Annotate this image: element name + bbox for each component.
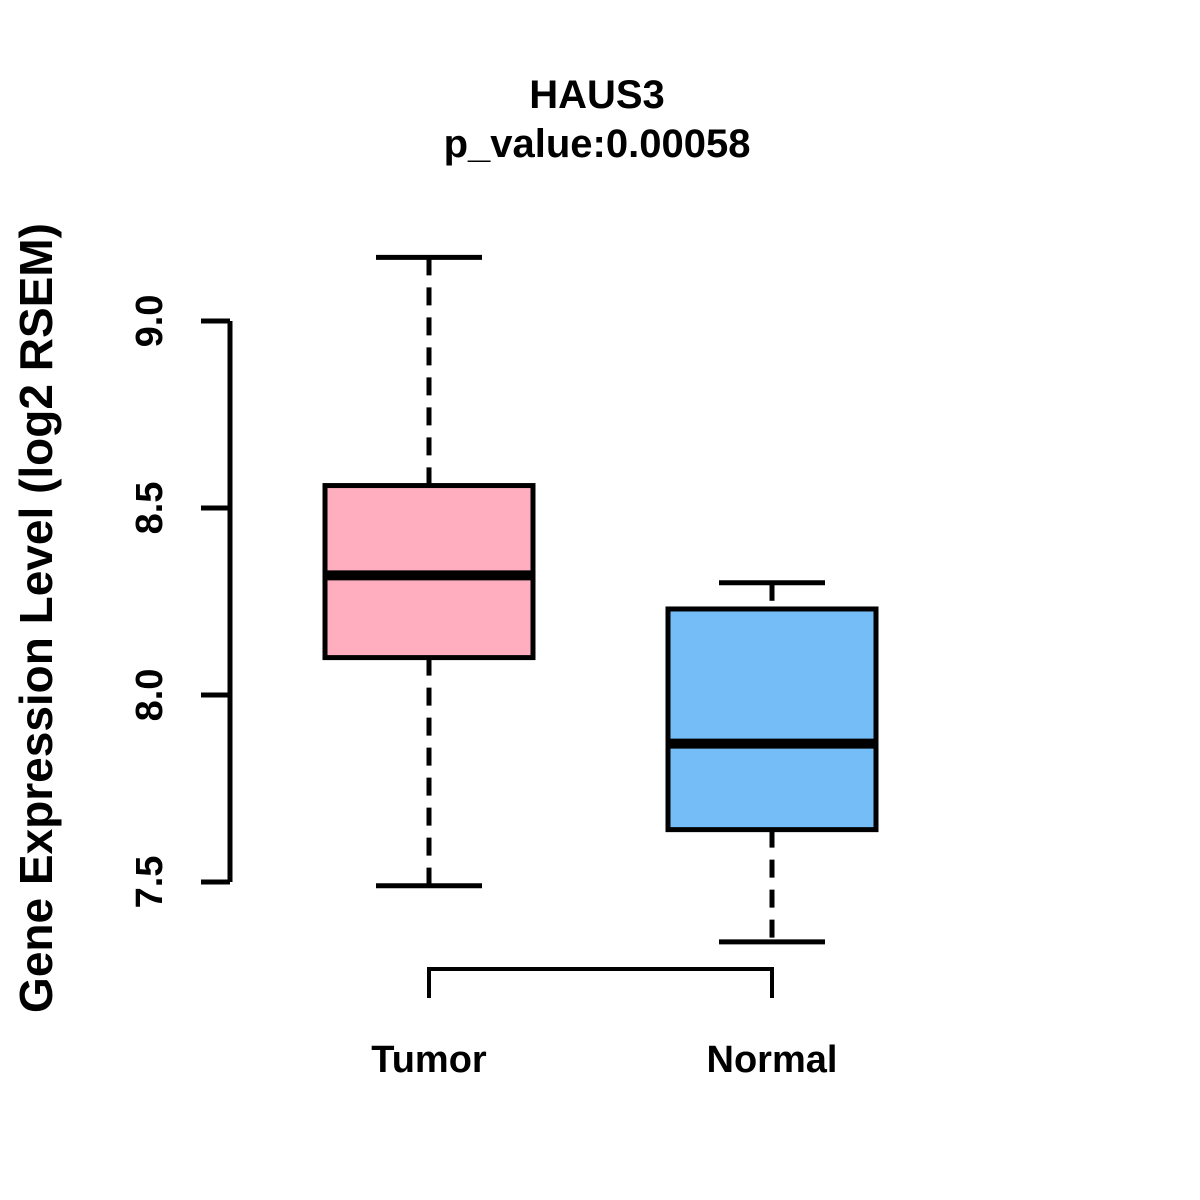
- box-group-tumor: [322, 254, 536, 889]
- boxplot-series: [322, 254, 879, 945]
- y-tick-label: 8.5: [129, 482, 171, 535]
- y-axis-title: Gene Expression Level (log2 RSEM): [10, 223, 62, 1013]
- y-tick-label: 7.5: [129, 856, 171, 909]
- x-label-tumor: Tumor: [371, 1039, 487, 1081]
- x-axis-bracket-group: Tumor Normal: [371, 967, 838, 1081]
- box-rect-normal: [665, 606, 879, 833]
- x-label-normal: Normal: [707, 1039, 838, 1081]
- p-value-subtitle: p_value:0.00058: [444, 122, 751, 166]
- y-tick-label: 8.0: [129, 669, 171, 722]
- y-tick-label: 9.0: [129, 295, 171, 348]
- chart-title: HAUS3: [529, 73, 665, 117]
- y-axis: 7.5 8.0 8.5 9.0: [129, 295, 233, 909]
- box-group-normal: [665, 580, 879, 945]
- x-axis-bracket: [427, 967, 774, 998]
